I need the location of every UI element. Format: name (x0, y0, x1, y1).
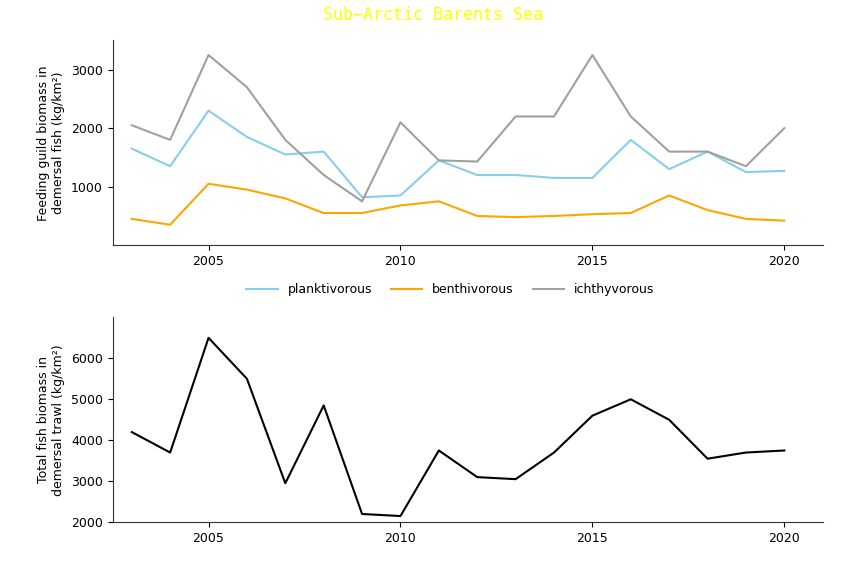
Legend: planktivorous, benthivorous, ichthyvorous: planktivorous, benthivorous, ichthyvorou… (242, 278, 659, 301)
Y-axis label: Total fish biomass in
demersal trawl (kg/km²): Total fish biomass in demersal trawl (kg… (37, 344, 65, 496)
Text: Sub−Arctic Barents Sea: Sub−Arctic Barents Sea (323, 6, 543, 24)
Y-axis label: Feeding guild biomass in
demersal fish (kg/km²): Feeding guild biomass in demersal fish (… (37, 65, 66, 220)
